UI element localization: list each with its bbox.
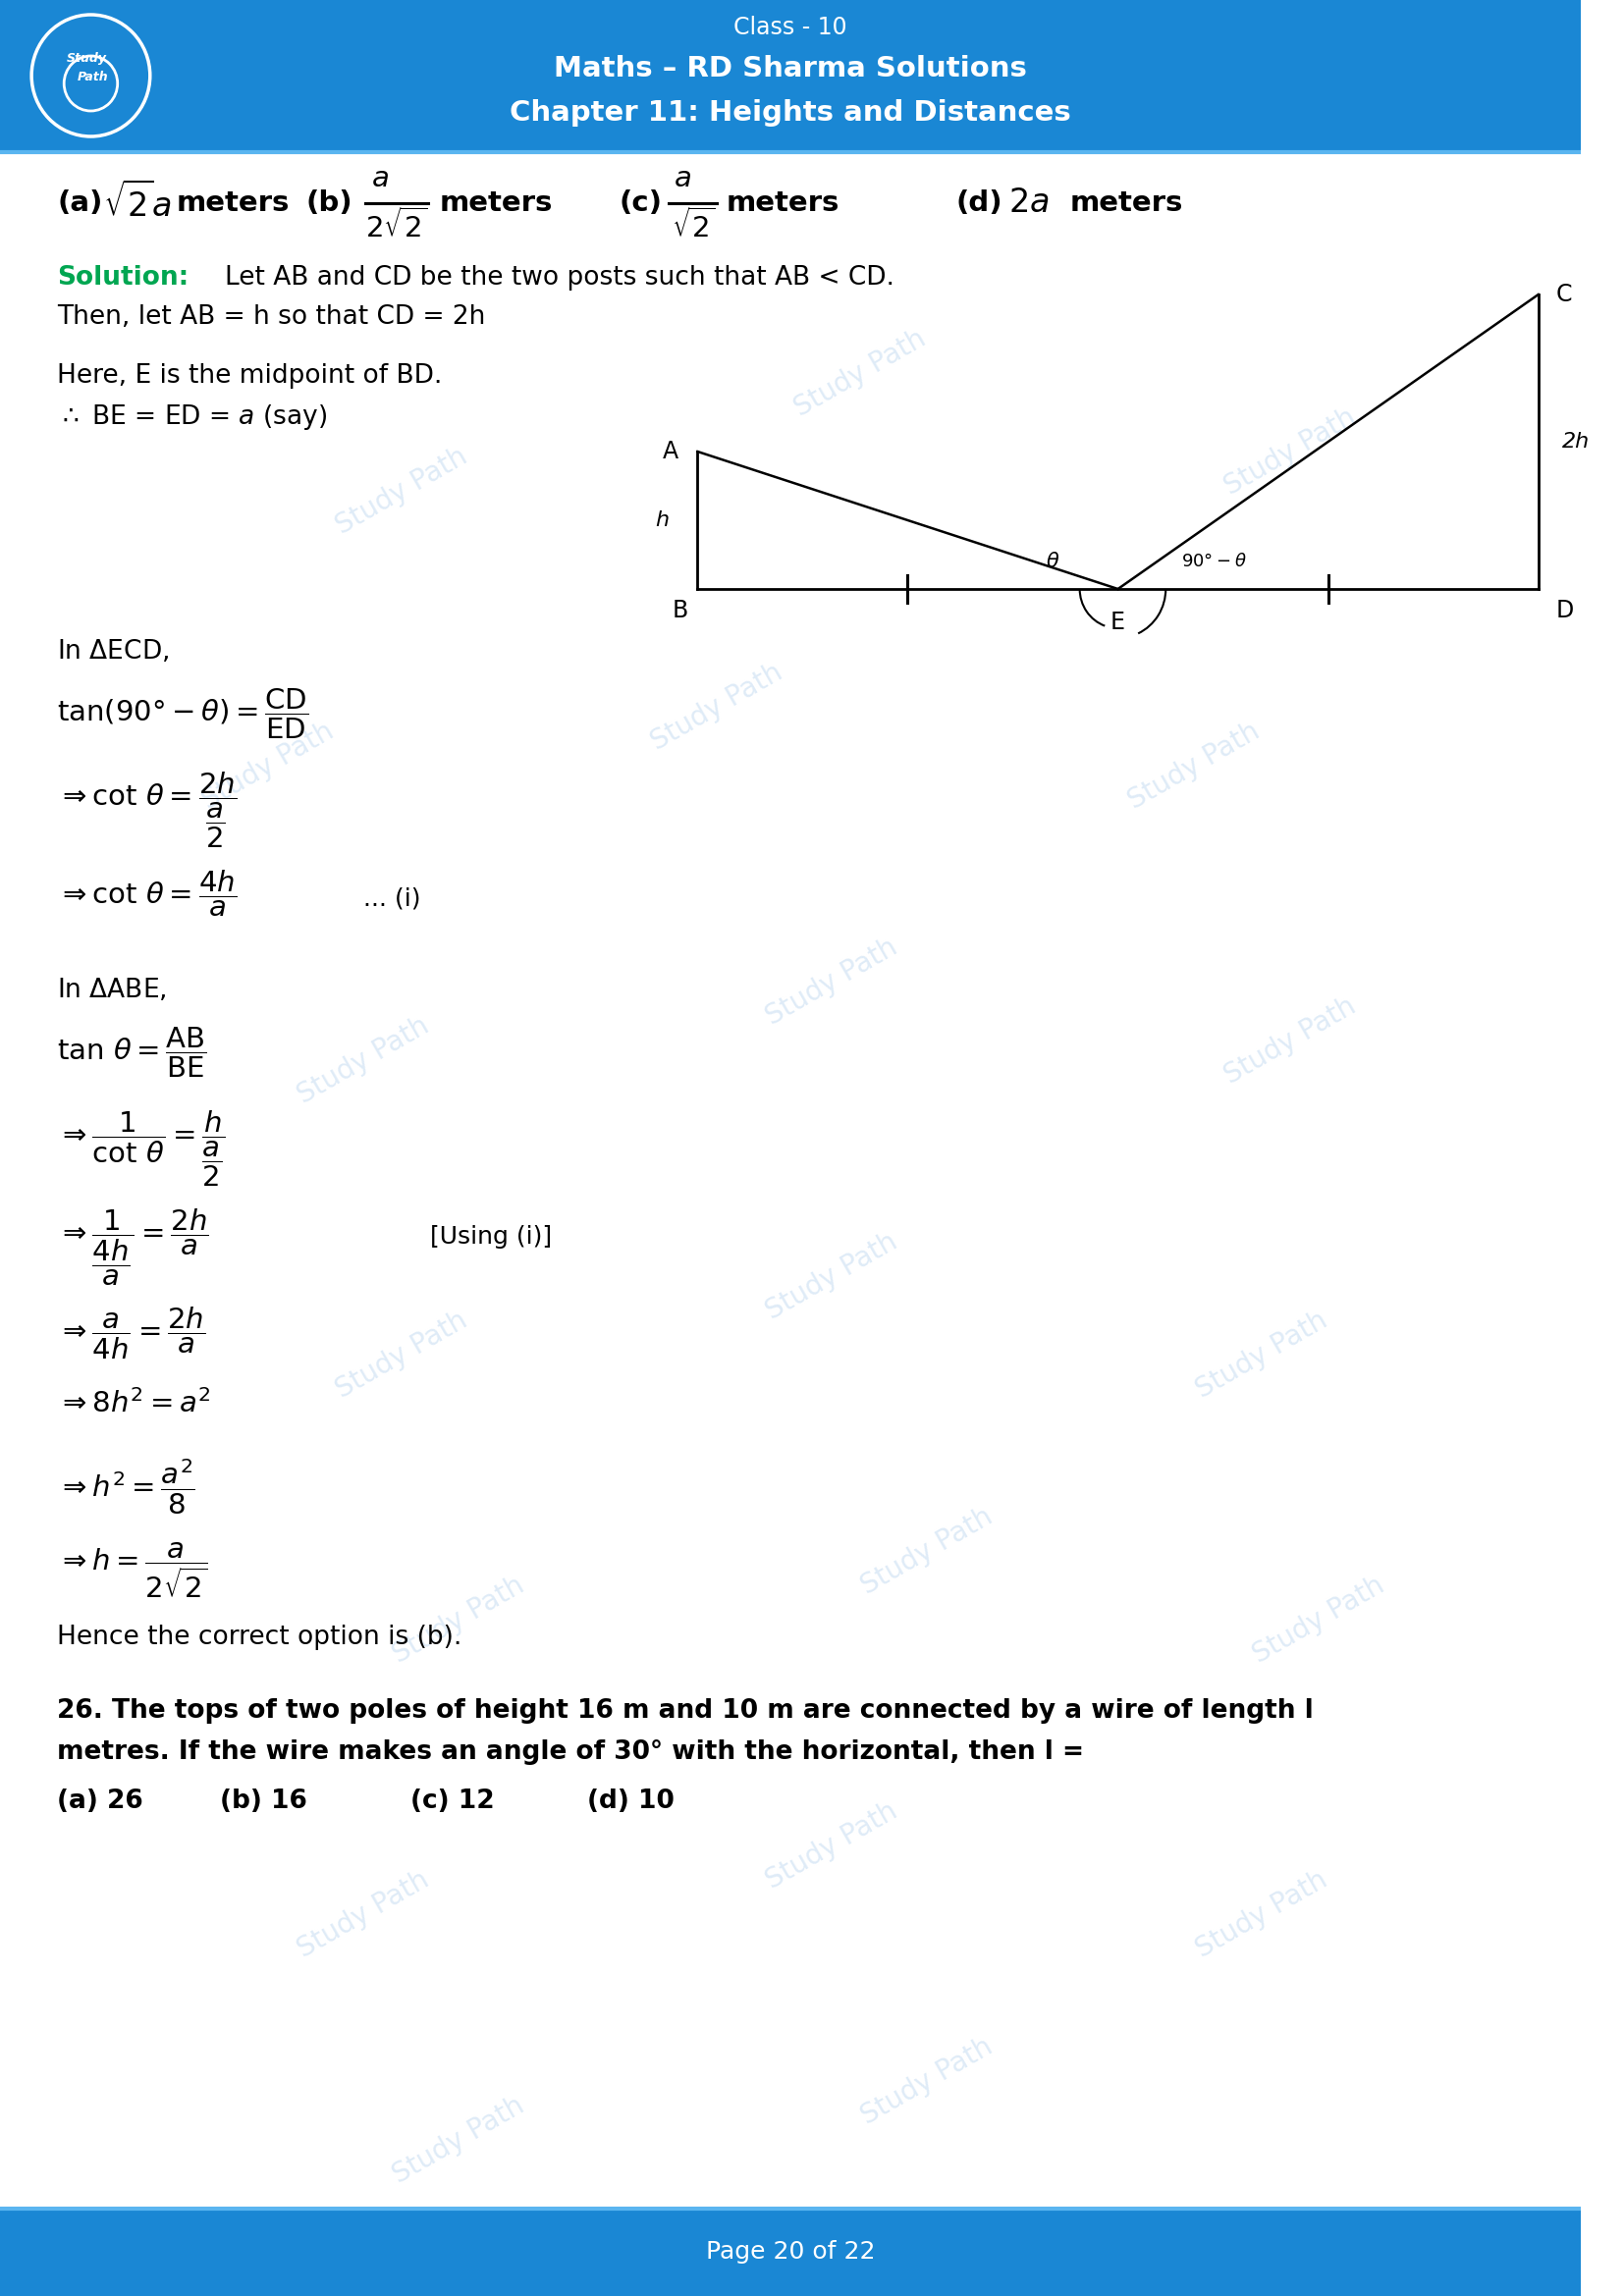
Text: Study Path: Study Path <box>760 1228 901 1325</box>
Text: Study Path: Study Path <box>197 716 338 815</box>
Text: $\therefore$ BE = ED = $a$ (say): $\therefore$ BE = ED = $a$ (say) <box>57 402 328 432</box>
Text: Study Path: Study Path <box>331 443 473 540</box>
Text: Study Path: Study Path <box>1190 1864 1332 1963</box>
Text: C: C <box>1556 282 1572 305</box>
Text: $\tan(90° - \theta) = \dfrac{\mathrm{CD}}{\mathrm{ED}}$: $\tan(90° - \theta) = \dfrac{\mathrm{CD}… <box>57 687 309 742</box>
Text: 2h: 2h <box>1562 432 1590 452</box>
Text: (d) 10: (d) 10 <box>588 1789 676 1814</box>
Text: Study Path: Study Path <box>331 1306 473 1403</box>
Text: $2\sqrt{2}$: $2\sqrt{2}$ <box>365 209 427 243</box>
Text: meters: meters <box>1070 191 1184 216</box>
Text: (c): (c) <box>619 191 663 216</box>
Text: ... (i): ... (i) <box>364 886 421 909</box>
Text: Study Path: Study Path <box>789 324 931 422</box>
Text: Class - 10: Class - 10 <box>734 16 848 39</box>
Text: $\Rightarrow\dfrac{1}{\cot\,\theta} = \dfrac{h}{\dfrac{a}{2}}$: $\Rightarrow\dfrac{1}{\cot\,\theta} = \d… <box>57 1109 226 1189</box>
Text: $\Rightarrow\dfrac{a}{4h} = \dfrac{2h}{a}$: $\Rightarrow\dfrac{a}{4h} = \dfrac{2h}{a… <box>57 1306 206 1362</box>
Text: meters: meters <box>726 191 840 216</box>
Text: meters: meters <box>440 191 552 216</box>
Text: D: D <box>1556 599 1574 622</box>
Text: $\Rightarrow\cot\,\theta = \dfrac{2h}{\dfrac{a}{2}}$: $\Rightarrow\cot\,\theta = \dfrac{2h}{\d… <box>57 771 237 850</box>
Text: $a$: $a$ <box>370 165 388 193</box>
Text: Then, let AB = h so that CD = 2h: Then, let AB = h so that CD = 2h <box>57 305 486 331</box>
Text: Here, E is the midpoint of BD.: Here, E is the midpoint of BD. <box>57 363 443 388</box>
Text: $\sqrt{2}$: $\sqrt{2}$ <box>672 209 716 243</box>
Text: $\tan\,\theta = \dfrac{\mathrm{AB}}{\mathrm{BE}}$: $\tan\,\theta = \dfrac{\mathrm{AB}}{\mat… <box>57 1026 208 1079</box>
Text: $a$: $a$ <box>674 165 692 193</box>
Text: Study Path: Study Path <box>856 1502 997 1600</box>
Text: Study Path: Study Path <box>292 1864 434 1963</box>
Text: A: A <box>663 441 679 464</box>
Text: (a): (a) <box>57 191 102 216</box>
Text: In $\Delta$ECD,: In $\Delta$ECD, <box>57 638 169 664</box>
Text: Study Path: Study Path <box>388 1570 529 1669</box>
Text: Hence the correct option is (b).: Hence the correct option is (b). <box>57 1626 463 1651</box>
Text: (d): (d) <box>955 191 1002 216</box>
Text: $\sqrt{2}a$: $\sqrt{2}a$ <box>104 181 172 225</box>
Text: h: h <box>654 510 669 530</box>
Text: Study Path: Study Path <box>388 2092 529 2188</box>
Text: metres. If the wire makes an angle of 30° with the horizontal, then l =: metres. If the wire makes an angle of 30… <box>57 1740 1085 1766</box>
Text: Let AB and CD be the two posts such that AB < CD.: Let AB and CD be the two posts such that… <box>224 264 895 292</box>
Text: Study Path: Study Path <box>646 659 788 755</box>
Text: In $\Delta$ABE,: In $\Delta$ABE, <box>57 976 167 1003</box>
Text: Page 20 of 22: Page 20 of 22 <box>705 2241 875 2264</box>
Text: Study Path: Study Path <box>1220 992 1361 1088</box>
Text: $90°-\theta$: $90°-\theta$ <box>1181 553 1246 569</box>
Text: Study Path: Study Path <box>1190 1306 1332 1403</box>
Text: $\Rightarrow\cot\,\theta = \dfrac{4h}{a}$: $\Rightarrow\cot\,\theta = \dfrac{4h}{a}… <box>57 868 237 918</box>
Text: $\Rightarrow\dfrac{1}{\dfrac{4h}{a}} = \dfrac{2h}{a}$: $\Rightarrow\dfrac{1}{\dfrac{4h}{a}} = \… <box>57 1208 209 1288</box>
Text: $2a$: $2a$ <box>1009 186 1049 220</box>
Text: (a) 26: (a) 26 <box>57 1789 143 1814</box>
Text: Study: Study <box>67 51 107 64</box>
Text: 26. The tops of two poles of height 16 m and 10 m are connected by a wire of len: 26. The tops of two poles of height 16 m… <box>57 1699 1314 1724</box>
Text: meters: meters <box>177 191 291 216</box>
Text: Study Path: Study Path <box>760 932 901 1031</box>
Text: E: E <box>1111 611 1125 634</box>
Text: Study Path: Study Path <box>1124 716 1265 815</box>
Text: (b) 16: (b) 16 <box>219 1789 307 1814</box>
Text: Study Path: Study Path <box>856 2032 997 2131</box>
Text: (b): (b) <box>305 191 352 216</box>
Text: $\Rightarrow 8h^2 = a^2$: $\Rightarrow 8h^2 = a^2$ <box>57 1389 211 1419</box>
Text: Chapter 11: Heights and Distances: Chapter 11: Heights and Distances <box>510 99 1070 126</box>
Text: $\Rightarrow h^2 = \dfrac{a^2}{8}$: $\Rightarrow h^2 = \dfrac{a^2}{8}$ <box>57 1458 195 1518</box>
Text: Study Path: Study Path <box>1247 1570 1389 1669</box>
Text: $\Rightarrow h = \dfrac{a}{2\sqrt{2}}$: $\Rightarrow h = \dfrac{a}{2\sqrt{2}}$ <box>57 1541 208 1600</box>
FancyBboxPatch shape <box>0 2209 1580 2296</box>
Text: B: B <box>672 599 689 622</box>
Text: Solution:: Solution: <box>57 264 188 292</box>
Text: Study Path: Study Path <box>292 1013 434 1109</box>
Text: Study Path: Study Path <box>1220 402 1361 501</box>
Text: [Using (i)]: [Using (i)] <box>430 1226 552 1249</box>
Text: Maths – RD Sharma Solutions: Maths – RD Sharma Solutions <box>554 55 1026 83</box>
Text: Study Path: Study Path <box>760 1798 901 1894</box>
Text: $\theta$: $\theta$ <box>1046 551 1060 572</box>
FancyBboxPatch shape <box>0 0 1580 152</box>
Text: Path: Path <box>78 71 109 85</box>
Text: (c) 12: (c) 12 <box>411 1789 495 1814</box>
